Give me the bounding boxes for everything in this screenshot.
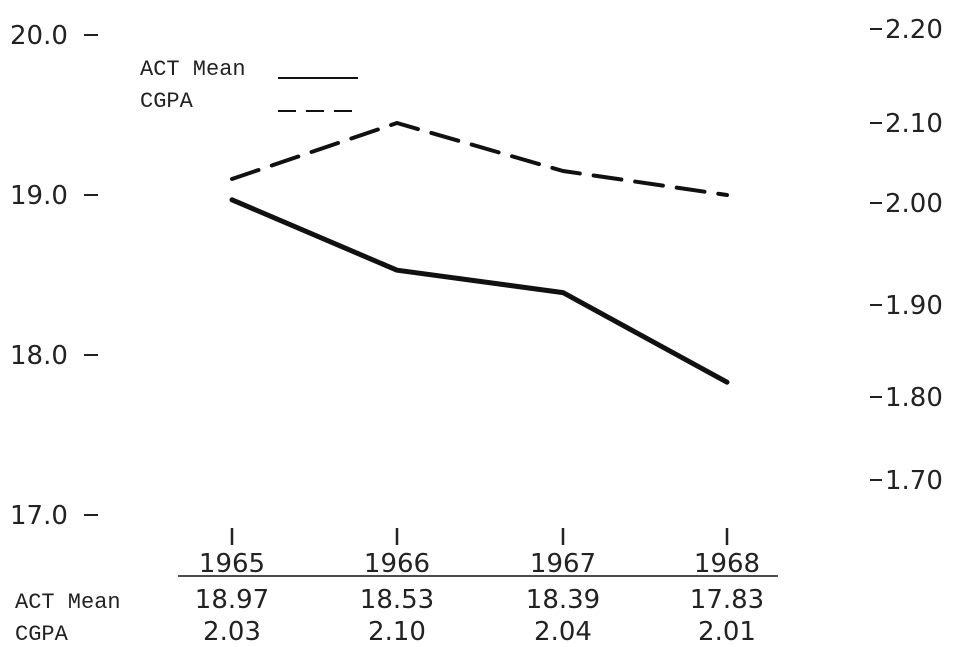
data-table: 18.97 18.53 18.39 17.83 2.03 2.10 2.04 2.01 (195, 585, 764, 647)
table-cell-cgpa: 2.10 (368, 617, 426, 647)
right-axis-tick-label: 1.90 (885, 291, 943, 321)
right-axis-tick-label: 2.00 (885, 189, 943, 219)
table-cell-act: 18.53 (360, 585, 434, 615)
x-axis-year-label: 1967 (530, 549, 596, 579)
left-axis-tick-label: 18.0 (10, 341, 68, 371)
right-axis-tick-label: 1.70 (885, 466, 943, 496)
right-axis: 1.70 1.80 1.90 2.00 2.10 2.20 (870, 15, 943, 496)
x-axis: 1965 1966 1967 1968 (199, 528, 760, 579)
left-axis-tick-label: 17.0 (10, 501, 68, 531)
legend-label-act: ACT Mean (140, 57, 246, 82)
table-cell-act: 18.97 (195, 585, 269, 615)
series-layer (229, 121, 730, 385)
act-mean-line (229, 197, 730, 385)
table-row-label-cgpa: CGPA (15, 622, 69, 647)
left-axis: 17.0 18.0 19.0 20.0 (10, 21, 98, 531)
cgpa-line (230, 121, 729, 197)
right-axis-tick-label: 2.20 (885, 15, 943, 45)
left-axis-tick-label: 19.0 (10, 181, 68, 211)
legend: ACT Mean CGPA (140, 57, 358, 114)
table-cell-cgpa: 2.04 (534, 617, 592, 647)
table-cell-act: 17.83 (690, 585, 764, 615)
x-axis-year-label: 1965 (199, 549, 265, 579)
x-axis-year-label: 1966 (364, 549, 430, 579)
right-axis-tick-label: 1.80 (885, 383, 943, 413)
x-axis-year-label: 1968 (694, 549, 760, 579)
table-cell-cgpa: 2.03 (203, 617, 261, 647)
table-cell-act: 18.39 (526, 585, 600, 615)
right-axis-tick-label: 2.10 (885, 109, 943, 139)
table-row-label-act: ACT Mean (15, 590, 121, 615)
legend-label-cgpa: CGPA (140, 89, 194, 114)
table-cell-cgpa: 2.01 (698, 617, 756, 647)
left-axis-tick-label: 20.0 (10, 21, 68, 51)
